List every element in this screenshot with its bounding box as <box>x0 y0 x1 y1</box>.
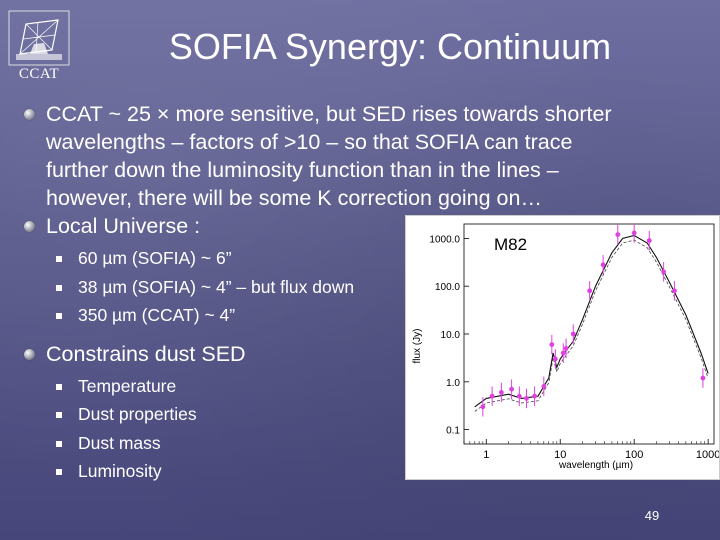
y-tick-label: 100.0 <box>435 282 460 293</box>
telescope-icon <box>8 10 70 66</box>
model-fit-dashed-line <box>474 239 709 412</box>
data-point <box>587 288 593 294</box>
sed-chart-svg: M82 flux (Jy) wavelength (µm) 0.1 1.0 10.0… <box>412 223 720 471</box>
square-bullet-icon <box>56 469 62 475</box>
data-point <box>560 350 566 356</box>
sub-bullet-text: Dust mass <box>78 432 161 453</box>
data-point <box>480 404 486 410</box>
bullet-text: Constrains dust SED <box>46 341 246 366</box>
sub-bullet-text: 60 µm (SOFIA) ~ 6” <box>78 248 232 268</box>
sub-bullet-item: Temperature <box>20 372 720 401</box>
square-bullet-icon <box>56 383 62 390</box>
data-point <box>631 230 637 236</box>
sub-bullet-item: Dust mass <box>20 429 720 458</box>
square-bullet-icon <box>56 256 62 262</box>
data-point <box>509 386 514 392</box>
x-tick-label: 1000 <box>696 449 719 461</box>
page-number: 49 <box>644 508 660 523</box>
sub-bullet-item: 350 µm (CCAT) ~ 4” <box>20 301 720 330</box>
ccat-logo: CCAT <box>8 10 70 90</box>
bullet-item: CCAT ~ 25 × more sensitive, but SED rise… <box>20 100 621 212</box>
bullet-icon <box>24 109 35 120</box>
sed-chart: M82 flux (Jy) wavelength (µm) 0.1 1.0 10.0… <box>405 215 720 480</box>
bullet-list: CCAT ~ 25 × more sensitive, but SED rise… <box>20 100 720 492</box>
data-point <box>615 232 621 238</box>
data-point <box>600 262 606 268</box>
x-tick-label: 100 <box>625 449 643 461</box>
y-tick-label: 0.1 <box>446 426 460 437</box>
bullet-icon <box>24 221 35 232</box>
bullet-item: Constrains dust SED <box>20 340 720 368</box>
sub-bullet-text: Temperature <box>78 375 177 396</box>
data-point <box>524 395 529 401</box>
square-bullet-icon <box>56 440 62 447</box>
sub-bullet-item: Dust properties <box>20 400 720 429</box>
data-point <box>563 345 569 351</box>
data-point <box>672 288 677 294</box>
slide-title: SOFIA Synergy: Continuum <box>168 26 612 67</box>
y-tick-label: 10.0 <box>441 330 461 341</box>
x-axis-label: wavelength (µm) <box>558 460 633 471</box>
data-point <box>700 375 706 381</box>
chart-title: M82 <box>494 235 527 254</box>
sub-bullet-item: 60 µm (SOFIA) ~ 6” <box>20 244 720 273</box>
y-tick-label: 1000.0 <box>429 234 460 245</box>
sub-bullet-text: Dust properties <box>78 404 197 424</box>
sub-bullet-list: 60 µm (SOFIA) ~ 6” 38 µm (SOFIA) ~ 4” – … <box>20 244 720 330</box>
logo-label: CCAT <box>18 66 60 82</box>
data-point <box>646 238 652 243</box>
data-point <box>541 384 547 389</box>
data-point <box>570 331 576 337</box>
sub-bullet-text: 350 µm (CCAT) ~ 4” <box>78 305 236 325</box>
x-tick-label: 1 <box>483 449 489 461</box>
bullet-icon <box>24 348 35 360</box>
bullet-text: CCAT ~ 25 × more sensitive, but SED rise… <box>46 102 612 210</box>
data-point <box>549 342 555 348</box>
data-point <box>661 269 667 275</box>
y-axis-label: flux (Jy) <box>412 329 423 364</box>
square-bullet-icon <box>56 313 62 319</box>
data-point <box>532 393 537 399</box>
model-fit-line <box>474 234 709 408</box>
bullet-text: Local Universe : <box>46 214 201 238</box>
data-point <box>489 393 495 399</box>
sub-bullet-list: Temperature Dust properties Dust mass Lu… <box>20 372 720 486</box>
square-bullet-icon <box>56 412 62 418</box>
x-tick-label: 10 <box>554 449 566 461</box>
data-point <box>552 356 558 362</box>
square-bullet-icon <box>56 284 62 291</box>
bullet-item: Local Universe : <box>20 212 720 240</box>
plot-frame <box>463 223 715 445</box>
data-point <box>498 390 504 395</box>
data-point <box>516 393 522 399</box>
sub-bullet-item: 38 µm (SOFIA) ~ 4” – but flux down <box>20 273 720 302</box>
sub-bullet-text: 38 µm (SOFIA) ~ 4” – but flux down <box>78 276 355 297</box>
sub-bullet-text: Luminosity <box>78 461 162 481</box>
y-tick-label: 1.0 <box>446 378 460 389</box>
sub-bullet-item: Luminosity <box>20 457 720 486</box>
